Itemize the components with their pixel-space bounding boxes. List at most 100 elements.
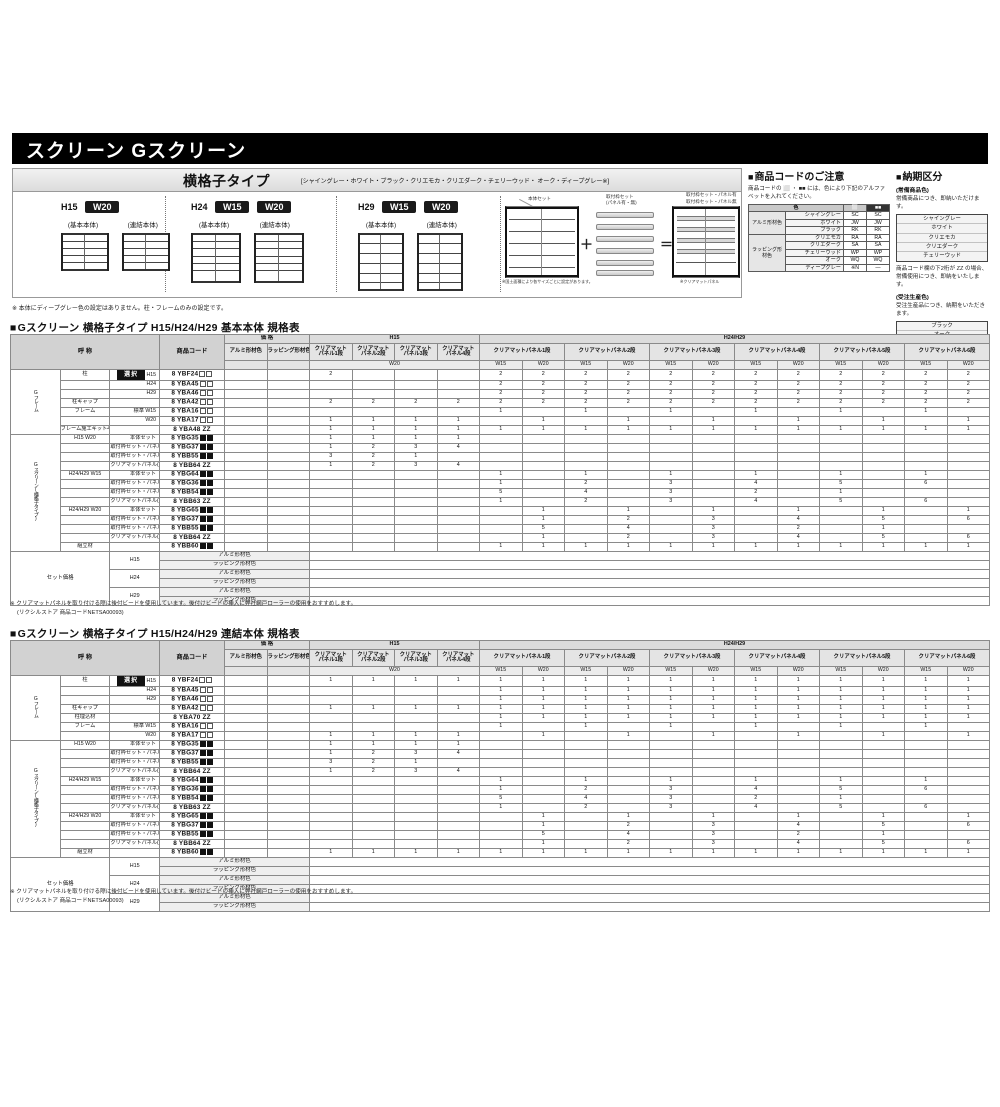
qty-h2429: 3 (691, 839, 735, 849)
qty-h2429 (904, 740, 948, 750)
qty-h2429 (734, 506, 778, 516)
row-label-b (109, 398, 160, 408)
qty-h2429 (734, 767, 778, 777)
row-label-b (109, 713, 160, 723)
table-row: H29 8 YBA46 2 2 2 2 2 2 2 2 2 2 2 2 (11, 389, 990, 399)
col-header-code: 商品コード (159, 334, 225, 370)
set-price-row: セット価格 H15 アルミ形材色 (9, 551, 990, 606)
qty-h2429 (649, 416, 693, 426)
qty-h2429: 1 (479, 704, 523, 714)
qty-h2429 (649, 515, 693, 525)
set-price-blank (309, 578, 990, 588)
price-wrap (266, 731, 310, 741)
table-row: 組立材 8 YBB60 1 1 1 1 1 1 1 1 1 1 1 1 (11, 542, 990, 552)
stock-color-item: クリエモカ (897, 233, 987, 243)
qty-h15: 1 (394, 434, 438, 444)
caption-link: (連結本体) (426, 222, 457, 229)
qty-h15 (436, 812, 480, 822)
assembly-diagram: 本体セット ※国土面積により各サイズごとに設定があります。 ＋ 取付枠セット (… (500, 192, 740, 294)
qty-h2429 (691, 452, 735, 462)
row-label-a (59, 461, 111, 471)
row-label-b: 本体セット (109, 470, 160, 480)
table-row: 取付枠セット・パネル無(1段)8 YBB55 5 4 3 2 1 (11, 830, 990, 840)
row-label-b (109, 848, 160, 858)
col-header-name: 呼 称 (10, 334, 160, 370)
qty-h2429: 1 (649, 407, 693, 417)
qty-h2429 (946, 524, 990, 534)
table1-title: Gスクリーン 横格子タイプ H15/H24/H29 基本本体 規格表 (10, 320, 300, 335)
price-alu (224, 524, 268, 534)
qty-h2429 (946, 785, 990, 795)
price-wrap (266, 506, 310, 516)
group-width-chip-w20: W20 (256, 200, 292, 213)
product-code: 8 YBB64 ZZ (159, 839, 225, 849)
table-row: Gスクリーン(横格子タイプ) H15 W20 本体セット 8 YBG35 1 1 1 1 (10, 434, 990, 552)
qty-h2429: 2 (606, 533, 650, 543)
qty-h15: 4 (436, 767, 480, 777)
product-code: 8 YBB55 (159, 830, 225, 840)
qty-h2429 (734, 749, 778, 759)
qty-h15 (436, 389, 480, 399)
col-header-w15: W15 (649, 360, 693, 370)
qty-h2429 (776, 434, 820, 444)
assembly-note-left: ※国土面積により各サイズごとに設定があります。 (502, 279, 593, 284)
qty-h2429: 4 (734, 803, 778, 813)
qty-h15: 1 (351, 731, 395, 741)
qty-h2429 (904, 488, 948, 498)
table-row: 柱キャップ 8 YBA42 1 1 1 1 1 1 1 1 1 1 1 1 1 1 1 1 (11, 704, 990, 714)
qty-h15 (309, 389, 353, 399)
qty-h2429 (564, 812, 608, 822)
price-wrap (266, 767, 310, 777)
row-label-a: H24/H29 W20 (59, 506, 111, 516)
qty-h2429 (521, 452, 565, 462)
qty-h15: 1 (351, 416, 395, 426)
qty-h2429: 1 (691, 675, 735, 687)
qty-h15 (309, 524, 353, 534)
col-header-h2429-panel-1: クリアマットパネル1段 (479, 649, 565, 667)
qty-h15 (309, 470, 353, 480)
qty-h15 (394, 380, 438, 390)
qty-h2429 (861, 740, 905, 750)
qty-h2429 (606, 767, 650, 777)
price-wrap (266, 695, 310, 705)
caption-link: (連結本体) (127, 222, 158, 229)
qty-h2429 (734, 524, 778, 534)
qty-h2429 (691, 497, 735, 507)
row-label-b: 本体セット (109, 506, 160, 516)
price-alu (224, 380, 268, 390)
qty-h15 (309, 713, 353, 723)
row-label-b (109, 542, 160, 552)
qty-h2429: 3 (691, 830, 735, 840)
qty-h2429: 2 (564, 369, 608, 381)
qty-h2429 (776, 803, 820, 813)
qty-h2429: 1 (734, 675, 778, 687)
price-alu (224, 695, 268, 705)
col-header-h2429: H24/H29 (479, 640, 990, 650)
qty-h2429 (649, 461, 693, 471)
qty-h2429: 1 (564, 686, 608, 696)
row-label-a: 組立材 (59, 542, 111, 552)
qty-h2429 (861, 722, 905, 732)
qty-h2429 (479, 443, 523, 453)
qty-h15 (309, 488, 353, 498)
qty-h15: 1 (436, 434, 480, 444)
row-label-b: クリアマットパネル(1枚入) (109, 767, 160, 777)
product-code: 8 YBA17 (159, 731, 225, 741)
qty-h15 (309, 380, 353, 390)
qty-h2429: 1 (691, 713, 735, 723)
qty-h2429: 1 (564, 425, 608, 435)
qty-h2429 (819, 443, 863, 453)
row-label-a: H24/H29 W20 (59, 812, 111, 822)
product-code: 8 YBA16 (159, 722, 225, 732)
qty-h2429 (776, 479, 820, 489)
qty-h2429 (649, 758, 693, 768)
product-code: 8 YBG37 (159, 749, 225, 759)
qty-h2429 (861, 758, 905, 768)
set-price-height: H24 (109, 569, 160, 588)
qty-h15 (309, 722, 353, 732)
row-label-b: 取付枠セット・パネル無(1段) (109, 452, 160, 462)
order-color-item: ブラック (897, 321, 987, 331)
qty-h2429 (521, 722, 565, 732)
qty-h2429 (819, 758, 863, 768)
qty-h15: 1 (351, 675, 395, 687)
